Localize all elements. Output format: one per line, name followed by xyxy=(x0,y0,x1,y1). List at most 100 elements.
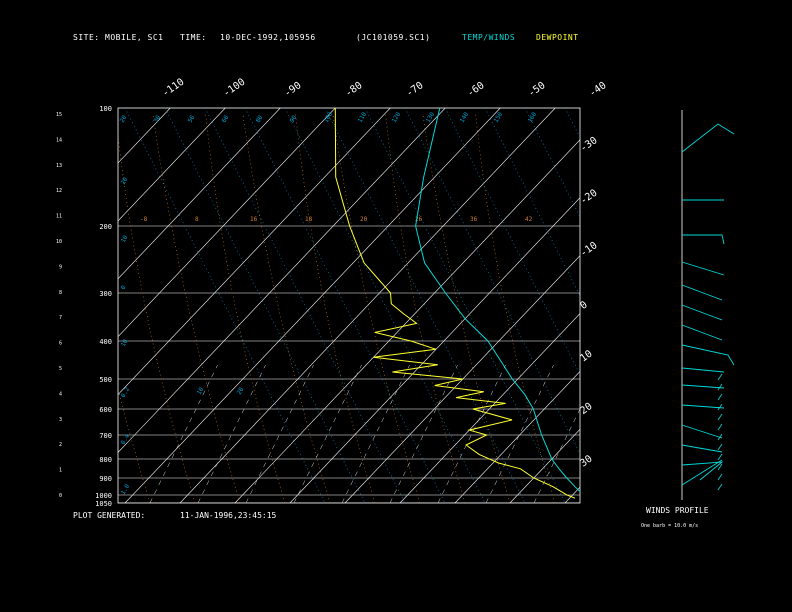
wind-barb xyxy=(681,367,725,373)
height-tick-label: 11 xyxy=(56,214,62,220)
isotherm-line xyxy=(118,108,171,164)
isotherm-line xyxy=(118,108,281,280)
wind-barb-feather xyxy=(717,473,723,481)
mixing-ratio-label: 150 xyxy=(493,111,505,124)
mixing-ratio-line xyxy=(524,108,580,218)
dewpoint-profile-line xyxy=(334,108,576,499)
isotherm-top-label: -50 xyxy=(526,80,547,99)
mixing-ratio-low-label: 10 xyxy=(120,338,130,348)
mixing-ratio-label: 160 xyxy=(527,111,539,124)
mixing-ratio-label: 140 xyxy=(459,111,471,124)
mixing-ratio-low-label: 20 xyxy=(120,176,130,186)
wind-barb xyxy=(681,123,735,153)
wind-barb xyxy=(681,459,723,486)
dry-adiabat-label: 16 xyxy=(250,216,258,223)
height-tick-label: 15 xyxy=(56,112,62,118)
wind-barb xyxy=(681,444,723,453)
dry-adiabat-label: -8 xyxy=(140,216,148,223)
isotherm-line xyxy=(730,108,792,503)
pressure-tick-label: 200 xyxy=(99,223,112,231)
mixing-ratio-line xyxy=(124,108,326,503)
mixing-ratio-low-label: 20 xyxy=(236,386,246,396)
mixing-ratio-label: 90 xyxy=(289,114,299,124)
mixing-ratio-low-label: 1.0 xyxy=(120,483,132,496)
pressure-tick-label: 900 xyxy=(99,475,112,483)
dry-adiabat-label: 18 xyxy=(305,216,313,223)
time-label: TIME: xyxy=(180,33,207,42)
isotherm-line xyxy=(118,108,446,453)
wind-barb xyxy=(681,304,723,321)
plot-frame xyxy=(117,107,581,504)
mixing-ratio-low-label: 10 xyxy=(120,234,130,244)
moist-adiabat xyxy=(389,364,458,503)
wind-barb-feather xyxy=(717,433,723,441)
wind-barb-feather xyxy=(717,443,723,451)
height-tick-label: 4 xyxy=(59,391,62,397)
mixing-ratio-low-label: 10 xyxy=(196,386,206,396)
wind-barb xyxy=(681,344,735,366)
mixing-ratio-label: 20 xyxy=(119,114,129,124)
wind-barb xyxy=(681,461,724,481)
isotherm-right-label: 30 xyxy=(578,454,594,470)
moist-adiabat xyxy=(245,364,314,503)
isotherm-top-label: -70 xyxy=(404,80,425,99)
height-tick-label: 9 xyxy=(59,264,62,270)
dry-adiabat-label: 42 xyxy=(525,216,533,223)
wind-barb-feather xyxy=(717,403,723,411)
wind-barb xyxy=(681,384,725,389)
wind-barb-feather xyxy=(717,463,723,471)
mixing-ratio-line xyxy=(364,108,566,503)
temperature-profile-line xyxy=(415,108,580,493)
mixing-ratio-low-label: 0.4 xyxy=(120,433,132,446)
wind-barb-feather xyxy=(717,373,723,381)
isotherm-line xyxy=(564,486,580,503)
height-tick-label: 2 xyxy=(59,442,62,448)
mixing-ratio-line xyxy=(324,108,526,503)
mixing-ratio-label: 130 xyxy=(425,111,437,124)
moist-adiabat xyxy=(293,364,362,503)
height-tick-label: 7 xyxy=(59,315,62,321)
axes xyxy=(117,107,581,504)
wind-barb-feather xyxy=(717,483,723,491)
mixing-ratio-label: 30 xyxy=(153,114,163,124)
isotherm-line xyxy=(118,108,391,396)
mixing-ratio-label: 80 xyxy=(255,114,265,124)
dry-adiabat-label: 20 xyxy=(360,216,368,223)
wind-barb xyxy=(681,284,723,301)
pressure-tick-label: 1050 xyxy=(95,500,112,508)
isotherm-line xyxy=(454,370,580,503)
isotherm-top-label: -40 xyxy=(587,80,608,99)
height-tick-label: 10 xyxy=(56,239,62,245)
moist-adiabat xyxy=(197,364,266,503)
winds-profile-panel xyxy=(681,110,735,500)
wind-barb xyxy=(681,261,725,276)
barb-note: One barb = 10.0 m/s xyxy=(641,523,699,529)
isotherm-line xyxy=(118,108,226,222)
mixing-ratio-label: 120 xyxy=(391,111,403,124)
moist-adiabat xyxy=(149,364,218,503)
dry-adiabat xyxy=(205,112,286,503)
profiles xyxy=(334,108,580,499)
mixing-ratio-line xyxy=(404,108,580,455)
mixing-ratio-line xyxy=(564,108,580,139)
plot-generated-label: PLOT GENERATED: xyxy=(73,511,146,520)
mixing-ratio-line xyxy=(284,108,486,503)
isotherm-line xyxy=(344,255,580,503)
mixing-ratio-low-label: 0 xyxy=(120,284,128,291)
pressure-tick-label: 100 xyxy=(99,105,112,113)
legend-temp-winds: TEMP/WINDS xyxy=(462,33,516,42)
isotherm-line xyxy=(620,108,792,503)
pressure-tick-label: 500 xyxy=(99,376,112,384)
height-tick-label: 3 xyxy=(59,417,62,423)
wind-barb xyxy=(681,324,723,341)
site-value: MOBILE, SC1 xyxy=(105,33,164,42)
dry-adiabat xyxy=(475,112,556,503)
dry-adiabat-label: 26 xyxy=(415,216,423,223)
dry-adiabat xyxy=(242,112,331,503)
grid xyxy=(118,108,792,503)
pressure-tick-label: 300 xyxy=(99,290,112,298)
pressure-tick-label: 700 xyxy=(99,432,112,440)
mixing-ratio-line xyxy=(204,108,406,503)
isotherm-line xyxy=(234,139,580,503)
wind-barb-feather xyxy=(717,383,723,391)
